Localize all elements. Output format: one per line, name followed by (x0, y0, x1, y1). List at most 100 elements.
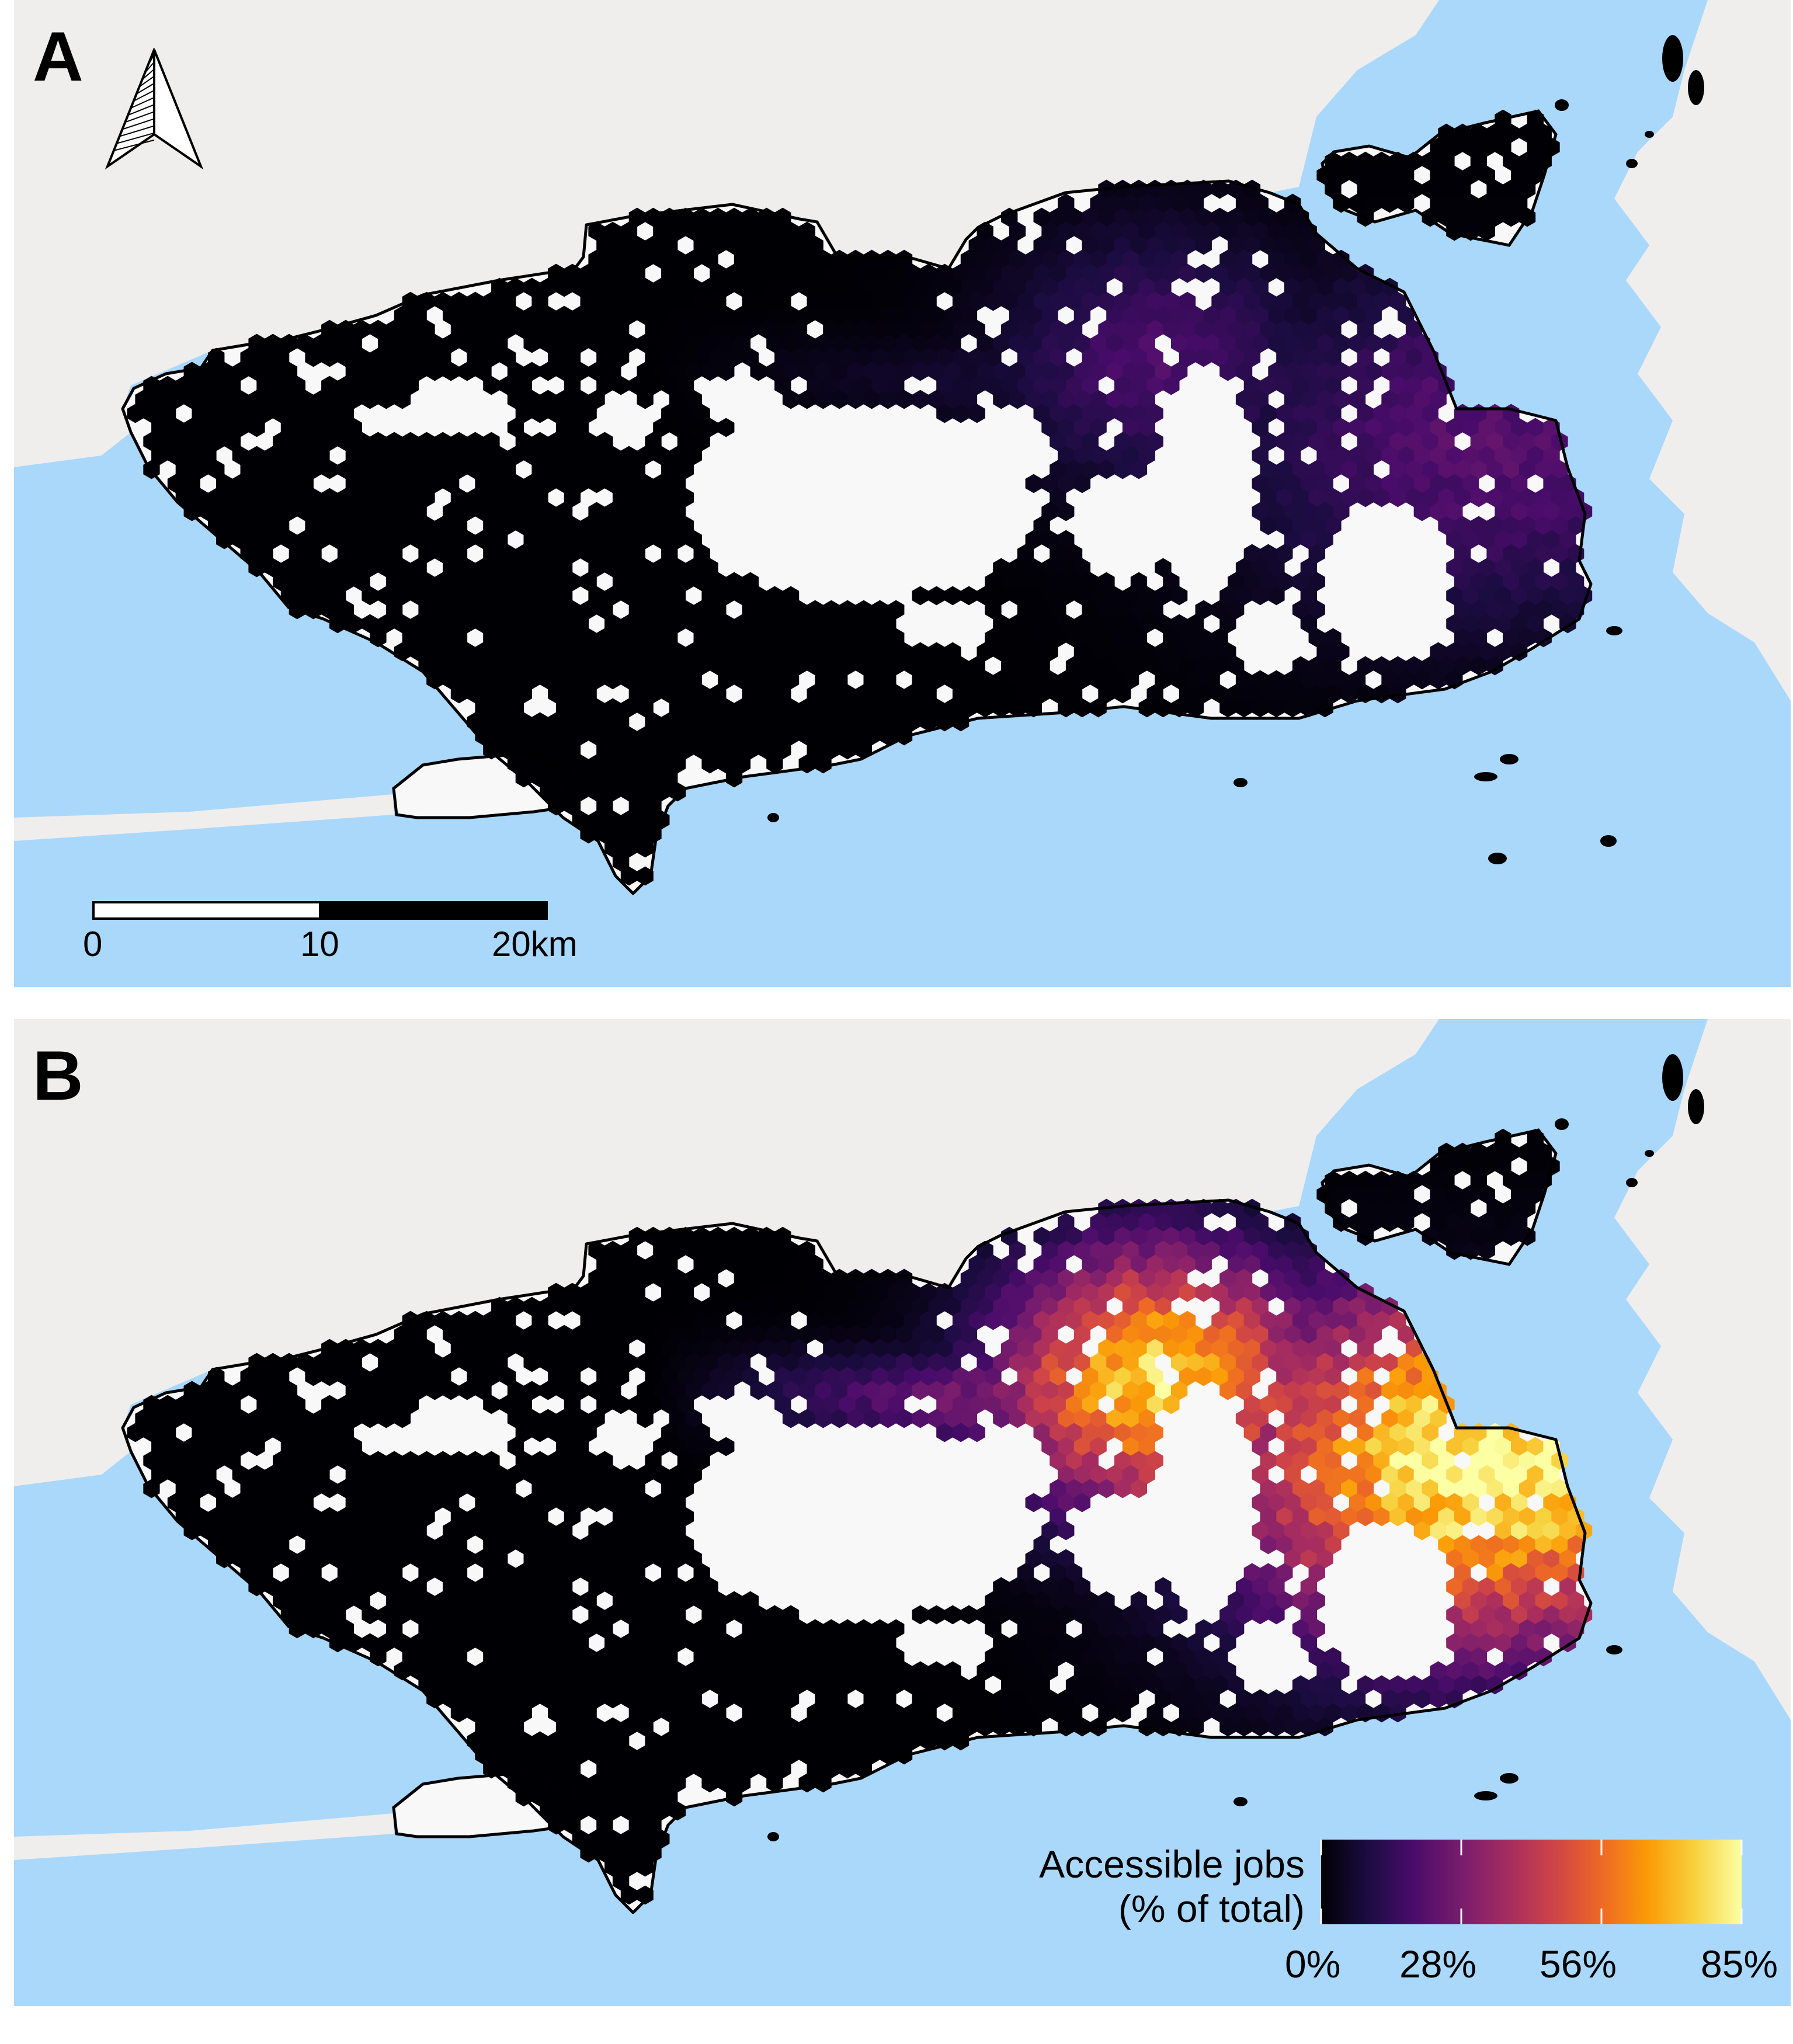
hex-cell (1398, 1212, 1415, 1232)
hex-cell (1389, 1703, 1406, 1723)
hex-cell (1511, 1661, 1528, 1681)
legend-title-line2: (% of total) (1118, 1887, 1305, 1930)
map-panel-a: A 0 10 20km (14, 0, 1791, 987)
hex-cell (1478, 221, 1495, 241)
hex-cell (1171, 1605, 1188, 1625)
legend-colorbar (1321, 1840, 1742, 1924)
scale-bar (92, 901, 548, 920)
hex-cell (248, 418, 265, 437)
hex-cell (718, 1381, 735, 1400)
islet (1555, 1118, 1569, 1130)
islet (1645, 131, 1654, 138)
coastal-strip (14, 1813, 394, 1860)
islet (1645, 1150, 1654, 1157)
hex-cell (1114, 684, 1131, 704)
islet (1233, 1797, 1248, 1806)
hex-cell (1114, 1703, 1131, 1723)
legend-tick-28: 28% (1399, 1942, 1477, 1986)
hex-cell (1268, 586, 1285, 606)
islet (1626, 159, 1638, 168)
islet (767, 813, 779, 822)
islet (1233, 778, 1248, 787)
hex-cell (1478, 1240, 1495, 1260)
mainland-east (1614, 1019, 1791, 1720)
island-outline (1321, 1128, 1558, 1266)
sandbar-outline (392, 752, 576, 819)
hex-cell (718, 418, 735, 437)
hex-cell (637, 390, 654, 409)
hex-cell (637, 1409, 654, 1428)
hex-cell (1398, 193, 1415, 213)
north-arrow-icon (105, 47, 204, 170)
hex-grid (127, 109, 1593, 886)
map-b-svg (14, 1019, 1791, 2006)
mainland-east (1614, 0, 1791, 701)
hex-cell (1073, 1493, 1091, 1513)
islet (1688, 1089, 1704, 1124)
hex-cell (1025, 698, 1042, 718)
hex-cell (766, 754, 783, 774)
city-boundary (121, 179, 1593, 895)
hex-cell (1025, 1717, 1042, 1737)
panel-label-b: B (33, 1037, 84, 1115)
hex-cell (1130, 460, 1148, 479)
map-a-svg (14, 0, 1791, 987)
legend-title-line1: Accessible jobs (1039, 1843, 1305, 1886)
hex-cell (669, 1801, 686, 1821)
mainland-north (14, 0, 1439, 467)
hex-cell (1058, 1521, 1075, 1541)
islet (1688, 70, 1704, 105)
hex-cell (637, 1885, 654, 1905)
scale-label-0: 0 (83, 924, 103, 964)
hex-cell (1195, 1254, 1212, 1274)
islet (767, 1832, 779, 1841)
islet (1555, 99, 1569, 111)
hex-cell (968, 1423, 985, 1442)
hex-cell (718, 361, 735, 381)
islet (1488, 853, 1507, 864)
hex-cell (1187, 1717, 1204, 1737)
hex-cell (1187, 698, 1204, 718)
city-boundary (121, 1198, 1593, 1914)
legend-tick-85: 85% (1701, 1942, 1778, 1986)
legend-tick-56: 56% (1540, 1942, 1617, 1986)
islet (1626, 1178, 1638, 1187)
sandbar-outline (392, 1771, 576, 1838)
hex-cell (1073, 474, 1091, 493)
mainland-north (14, 1019, 1439, 1486)
hex-cell (394, 390, 411, 409)
hex-cell (1163, 1395, 1180, 1414)
coastal-strip (14, 794, 394, 841)
islet (1474, 772, 1497, 781)
islet (1606, 626, 1622, 635)
hex-cell (637, 866, 654, 886)
hex-cell (1511, 642, 1528, 662)
hex-cell (1268, 1605, 1285, 1625)
islet (1600, 835, 1617, 847)
islet (1474, 1791, 1497, 1800)
islet (1662, 35, 1683, 82)
islet (1500, 1773, 1519, 1784)
hex-cell (766, 1773, 783, 1793)
islet (1500, 754, 1519, 764)
hex-cell (669, 782, 686, 802)
scale-label-10: 10 (300, 924, 339, 964)
scale-label-20km: 20km (492, 924, 578, 964)
legend-tick-0: 0% (1285, 1942, 1341, 1986)
map-panel-b: B Accessible jobs (% of total) 0% 28% 56… (14, 1019, 1791, 2006)
hex-cell (248, 1437, 265, 1456)
hex-cell (394, 1409, 411, 1428)
hex-cell (1171, 586, 1188, 606)
hex-cell (1389, 684, 1406, 704)
hex-cell (1163, 376, 1180, 395)
hex-cell (1130, 1479, 1148, 1499)
hex-cell (1195, 235, 1212, 255)
island-outline (1321, 109, 1558, 247)
islet (1662, 1054, 1683, 1101)
panel-label-a: A (33, 18, 84, 96)
hex-cell (718, 1437, 735, 1456)
hex-cell (1058, 502, 1075, 522)
islet (1606, 1645, 1622, 1654)
hex-grid (127, 1128, 1593, 1905)
hex-cell (968, 404, 985, 423)
